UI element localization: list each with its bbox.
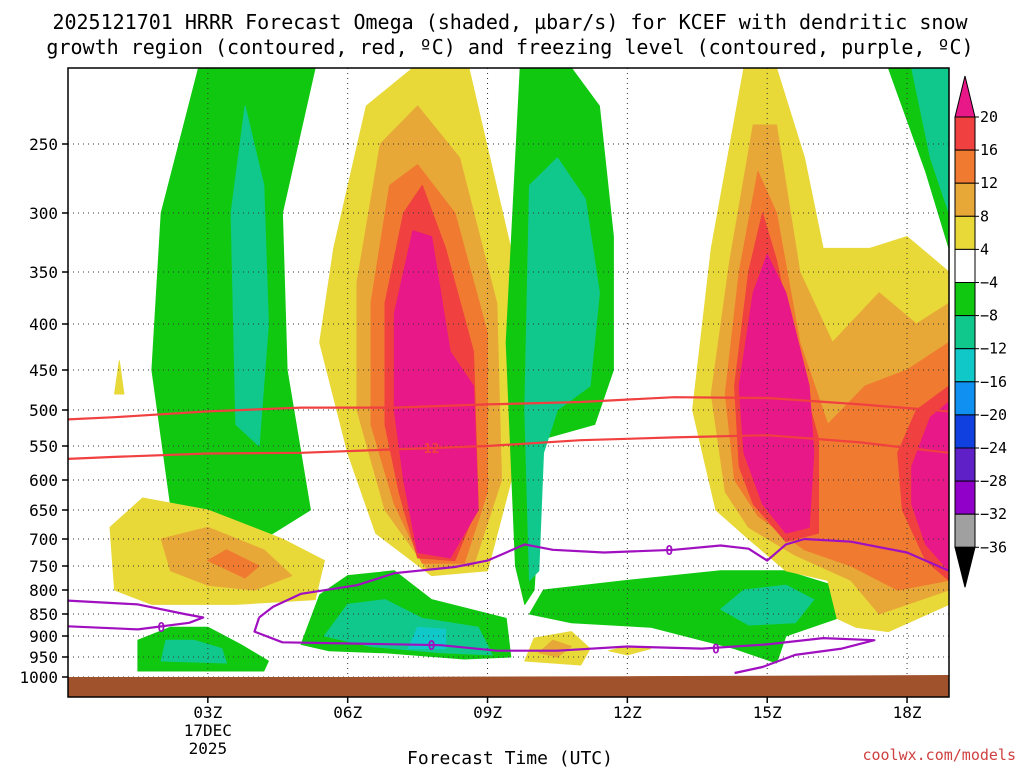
colorbar-label-3: 8 <box>980 207 989 225</box>
contour-dendritic-upper <box>68 396 949 421</box>
colorbar-segment-10 <box>954 447 976 482</box>
colorbar-segment-2 <box>954 182 976 217</box>
colorbar: 20 16 12 8 4 −4 −8 −12 −16 −20 −24 −28 −32 −36 <box>954 75 1007 588</box>
colorbar-label-9: −20 <box>980 406 1007 424</box>
contour-label-2: 0 <box>428 639 436 654</box>
x-tick-date: 17DEC <box>184 721 232 740</box>
x-tick-label-15Z: 15Z <box>753 703 782 722</box>
y-tick-label-300: 300 <box>29 204 58 223</box>
x-tick-label-03Z: 03Z <box>193 703 222 722</box>
colorbar-label-8: −16 <box>980 373 1007 391</box>
colorbar-label-7: −12 <box>980 340 1007 358</box>
colorbar-label-12: −32 <box>980 505 1007 523</box>
chart-title-line-1: 2025121701 HRRR Forecast Omega (shaded, … <box>52 10 968 34</box>
contour-freezing-level-low <box>253 617 876 675</box>
colorbar-segment-9 <box>954 414 976 449</box>
y-tick-label-900: 900 <box>29 627 58 646</box>
y-tick-label-800: 800 <box>29 581 58 600</box>
plot-area: 12 0 0 0 0 <box>67 67 950 698</box>
y-tick-label-400: 400 <box>29 315 58 334</box>
y-tick-label-700: 700 <box>29 530 58 549</box>
colorbar-segment-8 <box>954 381 976 416</box>
colorbar-segment-4 <box>954 248 976 283</box>
colorbar-segment-6 <box>954 315 976 350</box>
colorbar-segment-7 <box>954 348 976 383</box>
y-tick-label-250: 250 <box>29 135 58 154</box>
terrain-layer <box>68 675 949 697</box>
region-teal-low-west <box>160 639 227 664</box>
region-cyan-low-central <box>407 626 447 650</box>
region-red-west-low <box>207 549 260 579</box>
y-tick-label-750: 750 <box>29 557 58 576</box>
colorbar-segment-1 <box>954 149 976 184</box>
x-tick-year: 2025 <box>189 739 228 758</box>
source-credit: coolwx.com/models <box>862 746 1016 764</box>
contour-label-1: 0 <box>157 621 165 636</box>
contour-label-4: 0 <box>712 643 720 658</box>
region-magenta-east-max <box>738 253 815 534</box>
x-tick-label-06Z: 06Z <box>333 703 362 722</box>
contour-freezing-level <box>68 599 205 631</box>
colorbar-label-13: −36 <box>980 538 1007 556</box>
x-tick-label-09Z: 09Z <box>473 703 502 722</box>
plot-frame <box>67 67 950 698</box>
colorbar-top-arrow <box>954 75 976 118</box>
colorbar-segment-11 <box>954 480 976 515</box>
region-teal-east-corner <box>911 68 949 214</box>
x-tick-label-18Z: 18Z <box>893 703 922 722</box>
region-teal-upper-west <box>230 105 269 447</box>
shaded-regions <box>109 68 949 672</box>
colorbar-segment-3 <box>954 215 976 250</box>
x-axis-label: Forecast Time (UTC) <box>407 748 613 768</box>
y-tick-label-550: 550 <box>29 437 58 456</box>
contour-lines: 12 0 0 0 0 <box>68 396 949 675</box>
y-tick-label-600: 600 <box>29 471 58 490</box>
colorbar-label-1: 16 <box>980 141 998 159</box>
contour-label-0: 12 <box>424 442 440 457</box>
region-orange-low-central <box>538 639 572 658</box>
region-yellow-isolated <box>114 360 125 395</box>
contour-dendritic-lower <box>68 434 949 460</box>
region-magenta-east-edge <box>911 401 949 572</box>
y-tick-label-850: 850 <box>29 605 58 624</box>
chart-title-line-2: growth region (contoured, red, ºC) and f… <box>46 35 973 59</box>
contour-label-3: 0 <box>665 544 673 559</box>
region-teal-low-central <box>323 599 493 656</box>
colorbar-label-11: −28 <box>980 472 1007 490</box>
terrain-fill <box>68 675 949 697</box>
colorbar-label-6: −8 <box>980 307 998 325</box>
colorbar-label-10: −24 <box>980 439 1007 457</box>
colorbar-segment-5 <box>954 282 976 317</box>
y-tick-label-350: 350 <box>29 263 58 282</box>
colorbar-label-4: 4 <box>980 240 989 258</box>
y-tick-label-450: 450 <box>29 361 58 380</box>
colorbar-bottom-arrow <box>954 546 976 588</box>
colorbar-segment-0 <box>954 116 976 151</box>
region-teal-central-column <box>524 157 600 581</box>
contour-freezing-level-main <box>258 537 949 619</box>
colorbar-label-5: −4 <box>980 274 998 292</box>
colorbar-label-2: 12 <box>980 174 998 192</box>
y-tick-label-500: 500 <box>29 401 58 420</box>
y-tick-label-1000: 1000 <box>19 668 58 687</box>
colorbar-segment-12 <box>954 513 976 548</box>
colorbar-label-0: 20 <box>980 108 998 126</box>
x-tick-label-12Z: 12Z <box>613 703 642 722</box>
y-tick-label-650: 650 <box>29 501 58 520</box>
y-tick-label-950: 950 <box>29 648 58 667</box>
y-axis-ticks: 250 300 350 400 450 500 550 600 650 700 750 800 850 9… <box>19 135 68 687</box>
